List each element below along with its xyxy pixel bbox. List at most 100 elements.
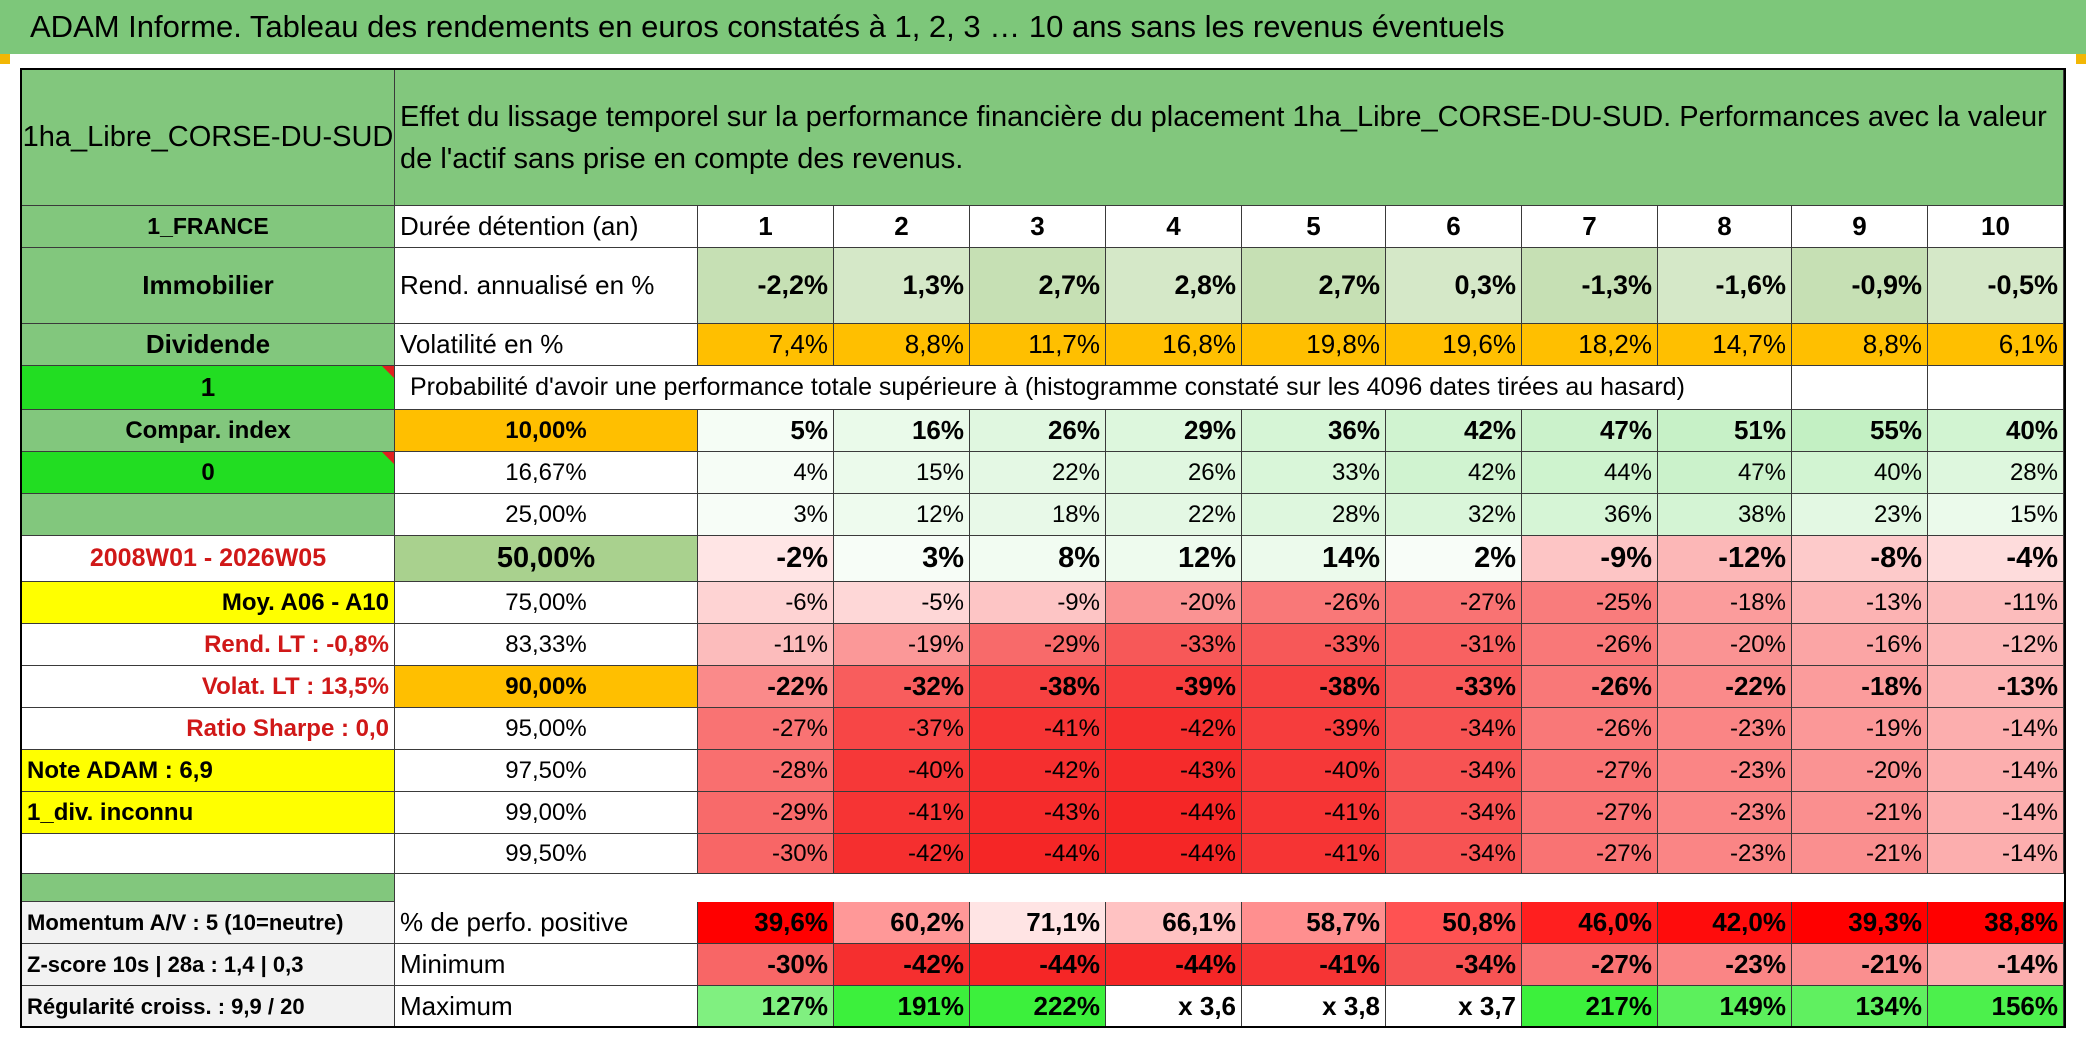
country-label: 1_FRANCE bbox=[22, 206, 395, 248]
quantile-value: 12% bbox=[834, 494, 970, 536]
quantile-value: -34% bbox=[1386, 834, 1522, 874]
quantile-value: 40% bbox=[1928, 410, 2064, 452]
minimum-value: -23% bbox=[1658, 944, 1792, 986]
quantile-value: -9% bbox=[970, 582, 1106, 624]
quantile-value: 33% bbox=[1242, 452, 1386, 494]
quantile-label: 95,00% bbox=[395, 708, 698, 750]
positive-value: 60,2% bbox=[834, 902, 970, 944]
positive-value: 39,3% bbox=[1792, 902, 1928, 944]
quantile-value: 47% bbox=[1658, 452, 1792, 494]
rend-value: -1,6% bbox=[1658, 248, 1792, 324]
quantile-value: 26% bbox=[970, 410, 1106, 452]
quantile-value: 5% bbox=[698, 410, 834, 452]
quantile-value: -21% bbox=[1792, 792, 1928, 834]
regularite-label: Régularité croiss. : 9,9 / 20 bbox=[22, 986, 395, 1028]
positive-value: 50,8% bbox=[1386, 902, 1522, 944]
rend-label: Rend. annualisé en % bbox=[395, 248, 698, 324]
quantile-value: -6% bbox=[698, 582, 834, 624]
quantile-value: 36% bbox=[1522, 494, 1658, 536]
quantile-value: -14% bbox=[1928, 792, 2064, 834]
quantile-value: 8% bbox=[970, 536, 1106, 582]
minimum-value: -34% bbox=[1386, 944, 1522, 986]
quantile-value: 18% bbox=[970, 494, 1106, 536]
empty-cell bbox=[22, 874, 395, 902]
vol-value: 11,7% bbox=[970, 324, 1106, 366]
quantile-value: -42% bbox=[834, 834, 970, 874]
minimum-value: -27% bbox=[1522, 944, 1658, 986]
quantile-value: -27% bbox=[1522, 834, 1658, 874]
maximum-value: 134% bbox=[1792, 986, 1928, 1028]
positive-value: 38,8% bbox=[1928, 902, 2064, 944]
quantile-value: -25% bbox=[1522, 582, 1658, 624]
rend-value: 2,7% bbox=[1242, 248, 1386, 324]
maximum-value: 222% bbox=[970, 986, 1106, 1028]
quantile-value: -26% bbox=[1522, 666, 1658, 708]
note-adam-label: Note ADAM : 6,9 bbox=[22, 750, 395, 792]
compar-index-label: Compar. index bbox=[22, 410, 395, 452]
corner-marker bbox=[2076, 54, 2086, 64]
quantile-value: -41% bbox=[1242, 792, 1386, 834]
quantile-value: -20% bbox=[1658, 624, 1792, 666]
quantile-value: -42% bbox=[970, 750, 1106, 792]
maximum-value: x 3,7 bbox=[1386, 986, 1522, 1028]
year-header: 3 bbox=[970, 206, 1106, 248]
quantile-value: 16% bbox=[834, 410, 970, 452]
quantile-value: 44% bbox=[1522, 452, 1658, 494]
quantile-label: 90,00% bbox=[395, 666, 698, 708]
period-label: 2008W01 - 2026W05 bbox=[22, 536, 395, 582]
year-header: 7 bbox=[1522, 206, 1658, 248]
quantile-value: -40% bbox=[1242, 750, 1386, 792]
minimum-value: -30% bbox=[698, 944, 834, 986]
maximum-value: 217% bbox=[1522, 986, 1658, 1028]
quantile-value: -41% bbox=[1242, 834, 1386, 874]
quantile-value: -44% bbox=[970, 834, 1106, 874]
quantile-value: -20% bbox=[1106, 582, 1242, 624]
proba-label: Probabilité d'avoir une performance tota… bbox=[395, 366, 1792, 410]
positive-value: 66,1% bbox=[1106, 902, 1242, 944]
empty-cell bbox=[1928, 366, 2064, 410]
quantile-value: 15% bbox=[834, 452, 970, 494]
vol-value: 8,8% bbox=[1792, 324, 1928, 366]
empty-cell bbox=[22, 494, 395, 536]
quantile-value: 38% bbox=[1658, 494, 1792, 536]
quantile-value: 42% bbox=[1386, 452, 1522, 494]
minimum-value: -44% bbox=[1106, 944, 1242, 986]
year-header: 6 bbox=[1386, 206, 1522, 248]
quantile-value: -23% bbox=[1658, 834, 1792, 874]
quantile-value: -42% bbox=[1106, 708, 1242, 750]
quantile-value: 2% bbox=[1386, 536, 1522, 582]
minimum-value: -42% bbox=[834, 944, 970, 986]
quantile-value: -18% bbox=[1792, 666, 1928, 708]
quantile-value: 3% bbox=[698, 494, 834, 536]
quantile-value: -31% bbox=[1386, 624, 1522, 666]
corner-marker bbox=[0, 54, 10, 64]
quantile-value: -33% bbox=[1242, 624, 1386, 666]
minimum-value: -21% bbox=[1792, 944, 1928, 986]
quantile-value: -4% bbox=[1928, 536, 2064, 582]
quantile-value: -27% bbox=[698, 708, 834, 750]
quantile-value: -20% bbox=[1792, 750, 1928, 792]
quantile-value: -33% bbox=[1386, 666, 1522, 708]
quantile-value: 36% bbox=[1242, 410, 1386, 452]
vol-value: 6,1% bbox=[1928, 324, 2064, 366]
duree-label: Durée détention (an) bbox=[395, 206, 698, 248]
quantile-value: -22% bbox=[1658, 666, 1792, 708]
quantile-value: -27% bbox=[1522, 750, 1658, 792]
vol-value: 7,4% bbox=[698, 324, 834, 366]
quantile-value: 28% bbox=[1928, 452, 2064, 494]
quantile-value: -43% bbox=[1106, 750, 1242, 792]
minimum-value: -41% bbox=[1242, 944, 1386, 986]
positive-value: 46,0% bbox=[1522, 902, 1658, 944]
quantile-value: 4% bbox=[698, 452, 834, 494]
year-header: 4 bbox=[1106, 206, 1242, 248]
minimum-label: Minimum bbox=[395, 944, 698, 986]
quantile-value: -41% bbox=[970, 708, 1106, 750]
quantile-value: -32% bbox=[834, 666, 970, 708]
div-inconnu-label: 1_div. inconnu bbox=[22, 792, 395, 834]
vol-value: 19,8% bbox=[1242, 324, 1386, 366]
quantile-value: -22% bbox=[698, 666, 834, 708]
maximum-value: 191% bbox=[834, 986, 970, 1028]
quantile-value: -19% bbox=[1792, 708, 1928, 750]
quantile-value: 15% bbox=[1928, 494, 2064, 536]
